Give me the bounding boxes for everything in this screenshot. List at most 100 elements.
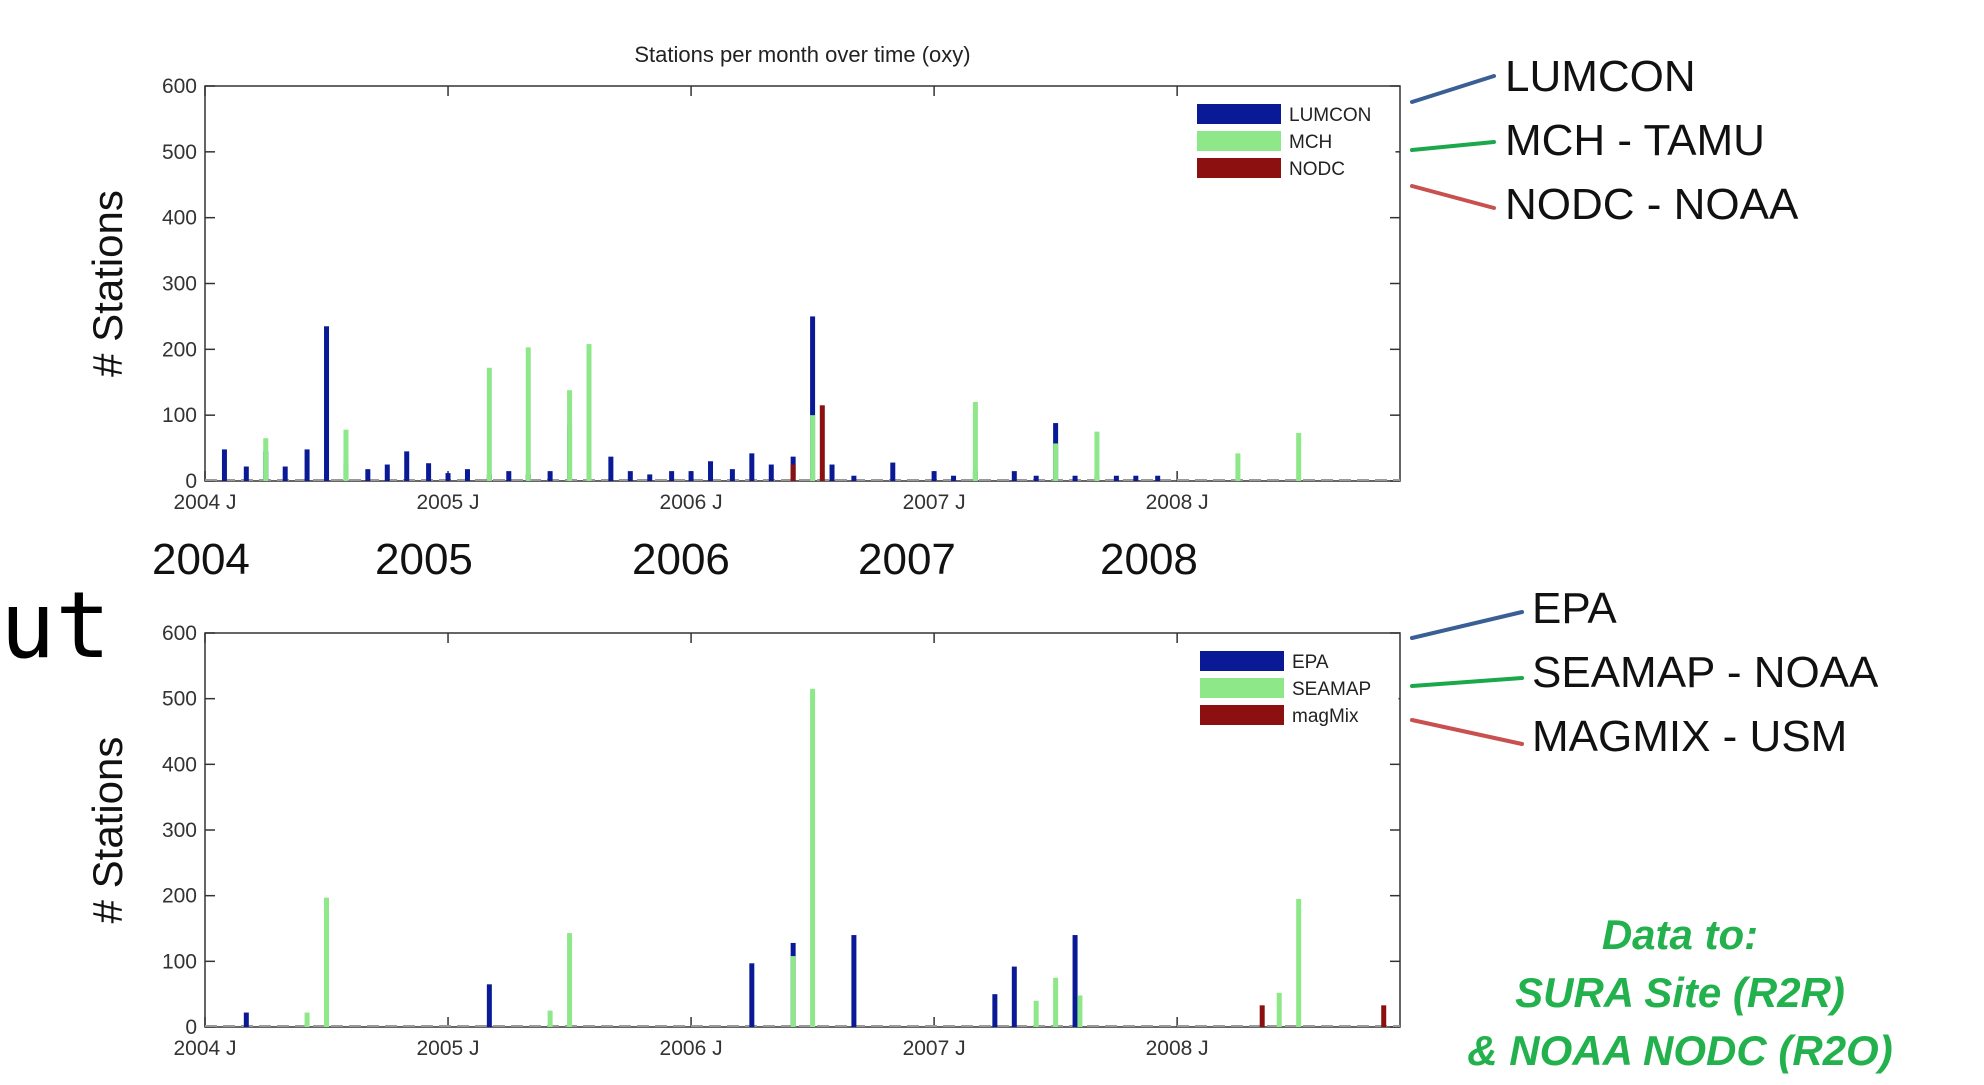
legend-swatch-seamap	[1200, 678, 1284, 698]
chart-title: Stations per month over time (oxy)	[634, 42, 970, 67]
bar-seamap	[324, 897, 330, 1027]
bar-mch	[972, 402, 978, 481]
bar-lumcon	[729, 469, 735, 481]
y-tick-label: 100	[162, 404, 197, 427]
bar-lumcon	[608, 456, 614, 481]
bar-magmix	[1259, 1005, 1265, 1027]
year-label-2007: 2007	[858, 535, 956, 584]
x-tick-label: 2008 J	[1146, 1037, 1209, 1060]
side-legend-nodc-noaa: NODC - NOAA	[1505, 180, 1799, 229]
bar-lumcon	[708, 461, 714, 481]
y-tick-label: 200	[162, 885, 197, 908]
x-tick-label: 2006 J	[660, 1037, 723, 1060]
series-magmix	[1259, 1005, 1387, 1027]
bar-seamap	[1033, 1000, 1039, 1027]
bar-lumcon	[1133, 475, 1139, 481]
x-tick-label: 2005 J	[417, 491, 480, 514]
bar-lumcon	[384, 464, 390, 481]
y-tick-label: 400	[162, 753, 197, 776]
note-line-1: Data to:	[1601, 911, 1759, 958]
y-tick-label: 400	[162, 207, 197, 230]
legend-label-magmix: magMix	[1292, 706, 1359, 727]
x-tick-label: 2007 J	[903, 1037, 966, 1060]
bar-lumcon	[243, 466, 249, 481]
year-label-2004: 2004	[152, 535, 250, 584]
bar-mch	[1053, 443, 1059, 481]
bar-mch	[1235, 453, 1241, 481]
bar-mch	[567, 390, 573, 481]
x-tick-label: 2007 J	[903, 491, 966, 514]
bar-mch	[263, 438, 269, 481]
bar-lumcon	[647, 474, 653, 481]
bar-lumcon	[1155, 475, 1161, 481]
bar-seamap	[567, 933, 573, 1027]
note-line-2: SURA Site (R2R)	[1515, 969, 1845, 1016]
x-tick-label: 2006 J	[660, 491, 723, 514]
bar-mch	[1094, 431, 1100, 481]
bar-lumcon	[829, 464, 835, 481]
side-legend-mch-tamu: MCH - TAMU	[1505, 116, 1765, 165]
bar-seamap	[547, 1010, 553, 1027]
bar-epa	[486, 984, 492, 1027]
bar-lumcon	[221, 449, 227, 481]
x-tick-label: 2008 J	[1146, 491, 1209, 514]
legend-swatch-nodc	[1197, 158, 1281, 178]
bar-lumcon	[810, 316, 816, 481]
connector-seamap	[1410, 676, 1524, 688]
bar-nodc	[790, 464, 796, 481]
bar-epa	[1011, 966, 1017, 1027]
bar-seamap	[304, 1012, 310, 1027]
bar-seamap	[810, 688, 816, 1027]
bar-lumcon	[365, 469, 371, 481]
bar-lumcon	[464, 469, 470, 481]
bar-lumcon	[931, 471, 937, 481]
chart-bottom: 0 100 200 300 400 500 600 2004 J 2005 J 2006 J 200…	[84, 622, 1401, 1060]
legend-label-epa: EPA	[1292, 652, 1329, 673]
bar-lumcon	[404, 451, 410, 481]
x-tick-label: 2004 J	[173, 491, 236, 514]
bar-lumcon	[1113, 475, 1119, 481]
series-nodc	[790, 405, 825, 481]
bar-lumcon	[506, 471, 512, 481]
series-seamap	[304, 688, 1302, 1027]
year-label-2006: 2006	[632, 535, 730, 584]
bar-mch	[810, 415, 816, 481]
y-tick-label: 500	[162, 141, 197, 164]
bar-mch	[343, 429, 349, 481]
bar-nodc	[819, 405, 825, 481]
bar-lumcon	[1033, 475, 1039, 481]
bar-lumcon	[669, 471, 675, 481]
bar-mch	[486, 367, 492, 481]
bar-lumcon	[1011, 471, 1017, 481]
side-legend-magmix-usm: MAGMIX - USM	[1532, 712, 1848, 761]
bar-lumcon	[304, 449, 310, 481]
bar-lumcon	[445, 473, 451, 481]
bar-seamap	[1296, 898, 1302, 1027]
side-legend-epa: EPA	[1532, 584, 1617, 633]
bar-seamap	[790, 956, 796, 1027]
bar-epa	[1072, 935, 1078, 1027]
legend-label-lumcon: LUMCON	[1289, 105, 1371, 126]
bar-seamap	[1276, 992, 1282, 1027]
year-label-2005: 2005	[375, 535, 473, 584]
note-line-3: & NOAA NODC (R2O)	[1467, 1027, 1893, 1074]
legend-swatch-lumcon	[1197, 104, 1281, 124]
y-tick-label: 200	[162, 338, 197, 361]
bar-lumcon	[768, 464, 774, 481]
cut-off-text: ut	[0, 572, 111, 679]
bar-lumcon	[282, 466, 288, 481]
bar-magmix	[1381, 1005, 1387, 1027]
side-legend-lumcon: LUMCON	[1505, 52, 1696, 101]
bar-epa	[851, 935, 857, 1027]
bar-lumcon	[1072, 475, 1078, 481]
y-axis-label: # Stations	[84, 737, 131, 924]
chart-top: Stations per month over time (oxy) 0 100 20…	[84, 42, 1401, 514]
bar-lumcon	[547, 471, 553, 481]
bar-lumcon	[426, 463, 432, 481]
legend-swatch-magmix	[1200, 705, 1284, 725]
y-tick-label: 0	[185, 470, 197, 493]
bar-lumcon	[851, 475, 857, 481]
bar-mch	[1296, 432, 1302, 481]
